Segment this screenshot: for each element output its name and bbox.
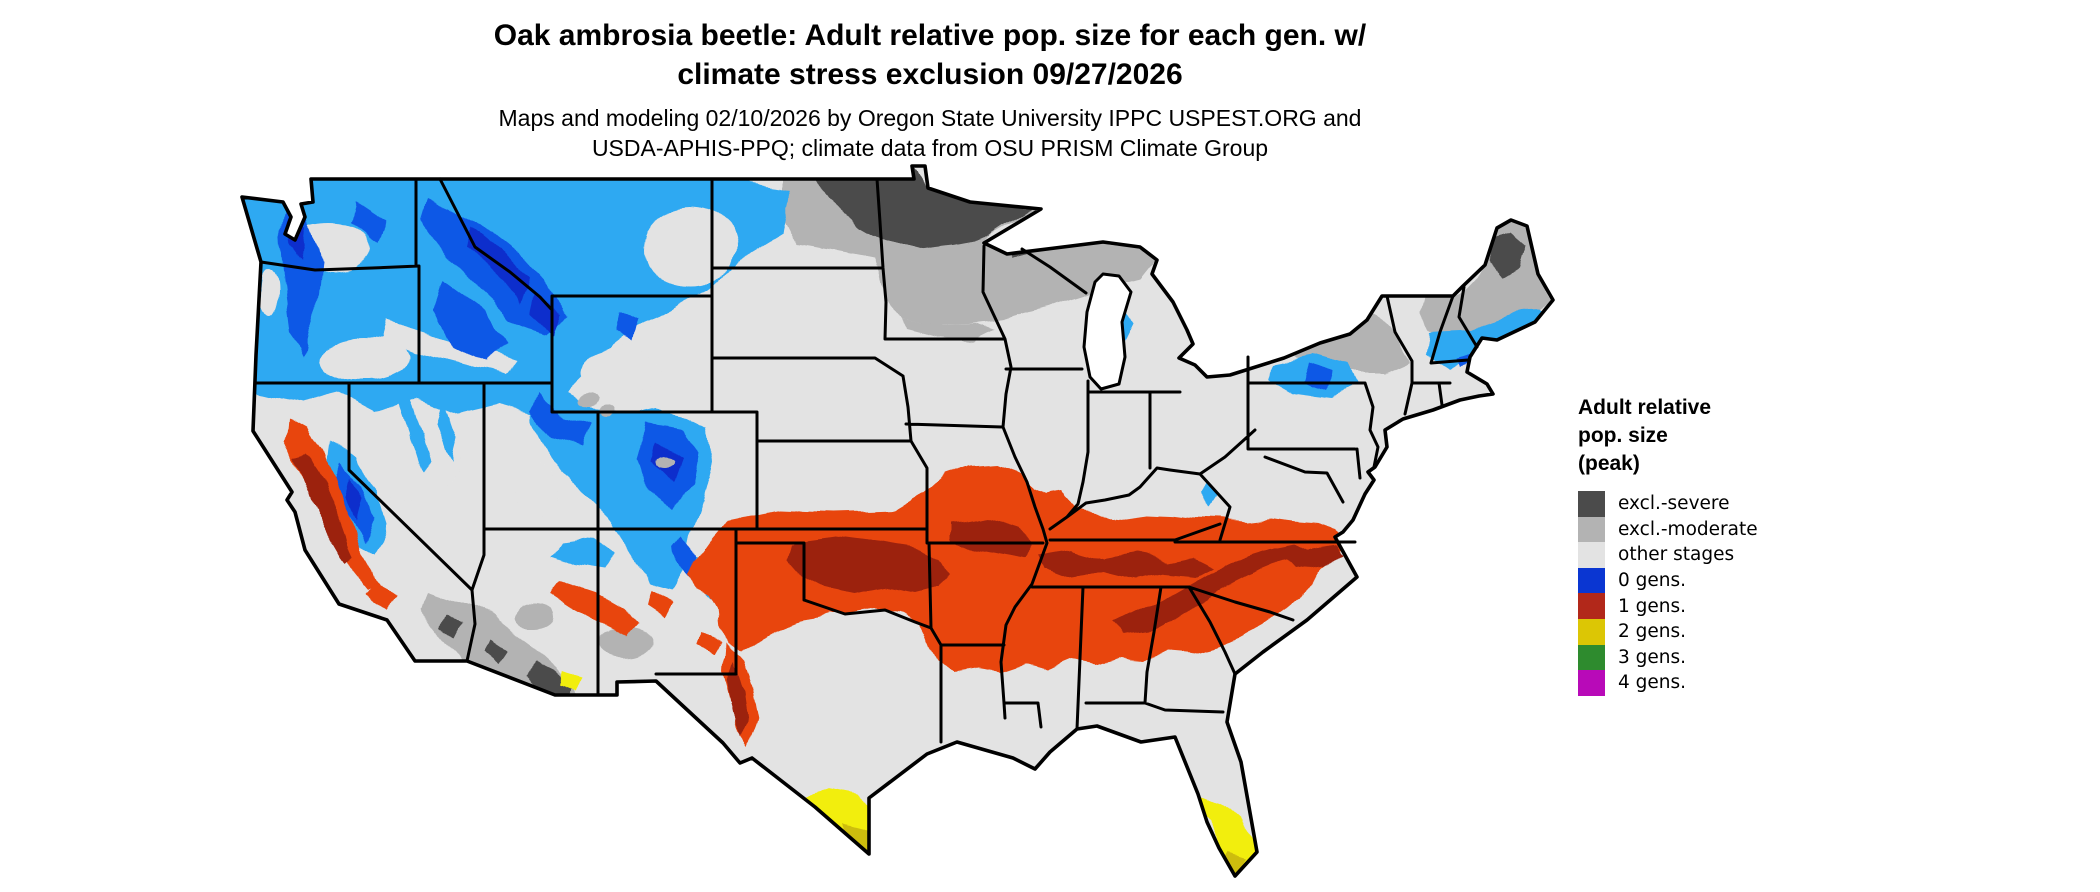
legend-items: excl.-severe excl.-moderate other stages 0 … [1578, 491, 1888, 696]
legend-title-line-2: pop. size [1578, 424, 1668, 447]
legend-swatch [1578, 618, 1605, 645]
map-title-line-2: climate stress exclusion 09/27/2026 [677, 58, 1183, 91]
us-outline [240, 164, 1555, 878]
legend-item: 2 gens. [1578, 618, 1888, 645]
legend-title: Adult relative pop. size (peak) [1578, 394, 1888, 478]
lake-michigan [1082, 272, 1133, 391]
legend-label: 1 gens. [1618, 595, 1687, 617]
legend-label: 0 gens. [1618, 570, 1687, 592]
legend-title-line-3: (peak) [1578, 452, 1640, 475]
legend-item: excl.-moderate [1578, 516, 1888, 543]
legend-label: other stages [1618, 544, 1735, 566]
legend-item: 4 gens. [1578, 670, 1888, 696]
map-subtitle: Maps and modeling 02/10/2026 by Oregon S… [0, 103, 1860, 163]
legend-label: 3 gens. [1618, 646, 1687, 668]
header: Oak ambrosia beetle: Adult relative pop.… [0, 16, 1860, 163]
us-map-svg [240, 164, 1555, 878]
legend-item: 3 gens. [1578, 644, 1888, 671]
legend-swatch [1578, 542, 1605, 568]
us-map [235, 162, 1555, 892]
legend-label: 2 gens. [1618, 621, 1687, 643]
legend-swatch [1578, 670, 1605, 696]
legend-item: excl.-severe [1578, 491, 1888, 517]
legend-item: 0 gens. [1578, 567, 1888, 594]
map-subtitle-line-1: Maps and modeling 02/10/2026 by Oregon S… [498, 105, 1362, 131]
legend-title-line-1: Adult relative [1578, 396, 1712, 419]
map-raster-layer [242, 166, 1553, 876]
legend: Adult relative pop. size (peak) excl.-se… [1578, 394, 1888, 696]
legend-swatch [1578, 593, 1605, 619]
legend-label: excl.-severe [1618, 493, 1730, 515]
legend-swatch [1578, 516, 1605, 543]
legend-swatch [1578, 644, 1605, 671]
legend-swatch [1578, 491, 1605, 517]
state-borders [253, 177, 1479, 744]
map-subtitle-line-2: USDA-APHIS-PPQ; climate data from OSU PR… [591, 135, 1269, 161]
legend-label: 4 gens. [1618, 672, 1687, 694]
legend-item: 1 gens. [1578, 593, 1888, 619]
map-title-line-1: Oak ambrosia beetle: Adult relative pop.… [493, 19, 1367, 52]
legend-swatch [1578, 567, 1605, 594]
legend-item: other stages [1578, 542, 1888, 568]
legend-label: excl.-moderate [1618, 518, 1758, 540]
